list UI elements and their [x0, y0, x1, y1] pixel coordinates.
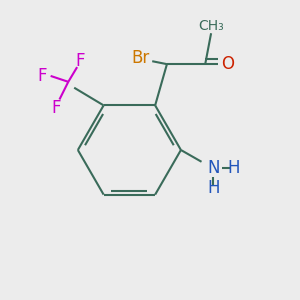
Text: Br: Br — [131, 49, 150, 67]
Text: O: O — [221, 55, 234, 73]
Text: CH₃: CH₃ — [198, 19, 224, 33]
Text: F: F — [52, 99, 61, 117]
Text: F: F — [75, 52, 85, 70]
Text: F: F — [37, 67, 46, 85]
Text: H: H — [228, 159, 240, 177]
Text: N: N — [207, 159, 220, 177]
Text: H: H — [207, 179, 220, 197]
